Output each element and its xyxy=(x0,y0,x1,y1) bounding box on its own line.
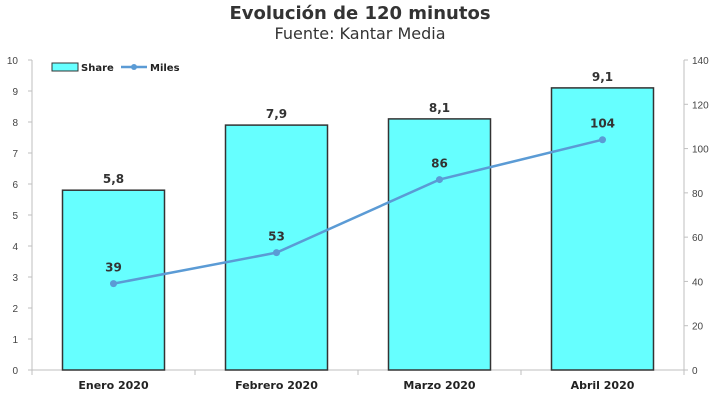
right-tick-label: 140 xyxy=(692,56,709,67)
left-tick-label: 4 xyxy=(12,242,18,253)
left-tick-label: 6 xyxy=(12,180,18,191)
x-category-label: Febrero 2020 xyxy=(235,379,318,392)
line-point xyxy=(436,176,443,184)
right-tick-label: 40 xyxy=(692,277,704,288)
line-miles xyxy=(113,138,603,285)
bar-share xyxy=(550,87,655,371)
left-tick-label: 3 xyxy=(12,273,18,284)
chart-subtitle: Fuente: Kantar Media xyxy=(274,24,446,43)
bar-value-label: 9,1 xyxy=(592,70,613,84)
bar-share xyxy=(387,118,492,371)
x-category-label: Enero 2020 xyxy=(78,379,149,392)
right-tick-label: 120 xyxy=(692,100,709,111)
legend-miles-label: Miles xyxy=(150,63,180,74)
legend-share-label: Share xyxy=(81,63,114,74)
left-tick-label: 7 xyxy=(12,149,18,160)
line-point xyxy=(273,249,280,257)
left-tick-label: 5 xyxy=(12,211,18,222)
left-tick-label: 0 xyxy=(12,366,18,377)
legend-share-swatch xyxy=(51,62,79,72)
right-tick-label: 80 xyxy=(692,189,704,200)
x-category-label: Abril 2020 xyxy=(571,379,635,392)
line-point xyxy=(599,136,606,144)
bar-value-label: 5,8 xyxy=(103,172,124,186)
line-value-label: 104 xyxy=(590,117,615,131)
left-tick-label: 8 xyxy=(12,118,18,129)
right-tick-label: 0 xyxy=(692,366,698,377)
right-tick-label: 60 xyxy=(692,233,704,244)
chart-title: Evolución de 120 minutos xyxy=(229,3,491,24)
bar-value-label: 8,1 xyxy=(429,101,450,115)
bar-value-label: 7,9 xyxy=(266,107,287,121)
bar-share xyxy=(224,124,329,371)
bar-share xyxy=(61,189,166,371)
line-value-label: 86 xyxy=(431,157,448,171)
left-tick-label: 9 xyxy=(12,87,18,98)
line-value-label: 53 xyxy=(268,230,285,244)
left-tick-label: 2 xyxy=(12,304,18,315)
x-category-label: Marzo 2020 xyxy=(403,379,476,392)
right-tick-label: 20 xyxy=(692,322,704,333)
line-value-label: 39 xyxy=(105,261,122,275)
right-tick-label: 100 xyxy=(692,145,709,156)
left-tick-label: 10 xyxy=(7,56,19,67)
legend-miles-marker xyxy=(131,64,137,70)
line-point xyxy=(110,280,117,288)
left-tick-label: 1 xyxy=(12,335,18,346)
